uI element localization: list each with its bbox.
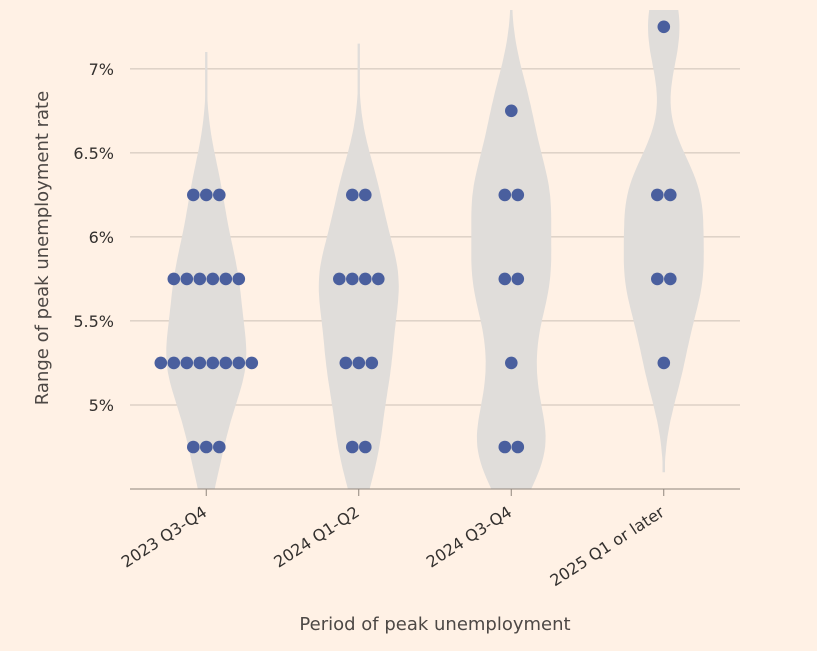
dots [154,20,677,454]
data-point [187,188,200,202]
data-point [359,440,372,454]
data-point [180,356,194,370]
data-point [232,356,246,370]
data-point [657,20,671,34]
data-point [167,272,181,286]
x-tick-label: 2024 Q1-Q2 [270,502,362,571]
data-point [352,356,366,370]
data-point [498,440,512,454]
data-point [167,356,181,370]
data-point [193,356,207,370]
data-point [346,440,359,454]
data-point [511,440,525,454]
data-point [219,272,233,286]
data-point [651,272,664,286]
y-tick-label: 7% [89,60,114,79]
y-tick-label: 5% [89,396,114,415]
x-tick-label: 2025 Q1 or later [547,502,668,590]
data-point [333,272,346,286]
data-point [154,356,168,370]
data-point [219,356,233,370]
data-point [245,356,259,370]
x-tick-label: 2024 Q3-Q4 [423,502,515,571]
data-point [505,104,518,118]
data-point [365,356,379,370]
data-point [206,272,220,286]
data-point [498,188,512,202]
data-point [651,188,664,202]
data-point [511,188,525,202]
data-point [657,356,671,370]
data-point [339,356,353,370]
data-point [180,272,194,286]
data-point [498,272,512,286]
data-point [359,272,372,286]
data-point [200,188,213,202]
violins [166,10,704,496]
data-point [213,188,226,202]
y-tick-label: 6.5% [73,144,114,163]
y-tick-label: 5.5% [73,312,114,331]
data-point [359,188,372,202]
data-point [193,272,207,286]
data-point [187,440,200,454]
data-point [372,272,385,286]
data-point [213,440,226,454]
data-point [664,188,677,202]
y-tick-label: 6% [89,228,114,247]
data-point [200,440,213,454]
data-point [206,356,220,370]
violin-shape [623,10,704,473]
x-axis-title: Period of peak unemployment [299,614,570,635]
data-point [346,272,359,286]
violin-shape [471,10,552,489]
x-tick-label: 2023 Q3-Q4 [118,502,210,571]
data-point [664,272,677,286]
data-point [511,272,525,286]
violin-shape [318,43,399,489]
data-point [346,188,359,202]
y-axis-title: Range of peak unemployment rate [32,91,53,405]
data-point [232,272,246,286]
data-point [505,356,518,370]
violin-shape [166,52,247,489]
